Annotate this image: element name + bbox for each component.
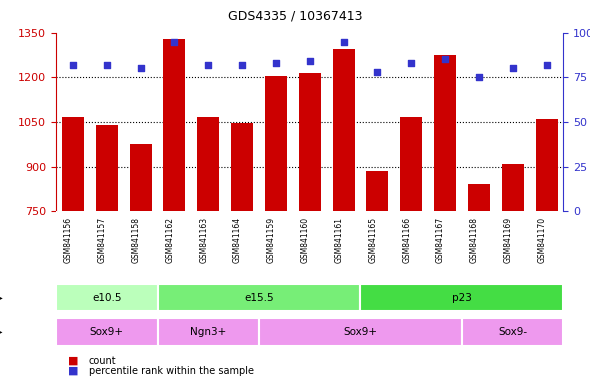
Point — [542, 62, 551, 68]
Bar — [462, 318, 563, 346]
Text: Sox9-: Sox9- — [498, 327, 527, 337]
Point — [373, 69, 382, 75]
Point — [68, 62, 78, 68]
Text: GSM841160: GSM841160 — [301, 217, 310, 263]
Text: GSM841164: GSM841164 — [233, 217, 242, 263]
Bar — [259, 318, 462, 346]
Bar — [366, 171, 388, 211]
Text: GSM841162: GSM841162 — [165, 217, 175, 263]
Text: count: count — [88, 356, 116, 366]
Bar — [56, 284, 158, 311]
Text: ■: ■ — [68, 366, 78, 376]
Text: p23: p23 — [452, 293, 472, 303]
Bar — [158, 318, 259, 346]
Text: GSM841159: GSM841159 — [267, 217, 276, 263]
Text: GSM841163: GSM841163 — [199, 217, 208, 263]
Point — [237, 62, 247, 68]
Text: e15.5: e15.5 — [244, 293, 274, 303]
Text: Sox9+: Sox9+ — [90, 327, 124, 337]
Bar — [62, 118, 84, 211]
Text: GSM841169: GSM841169 — [504, 217, 513, 263]
Bar — [56, 318, 158, 346]
Bar — [502, 164, 524, 211]
Text: GSM841166: GSM841166 — [402, 217, 411, 263]
Text: GSM841168: GSM841168 — [470, 217, 479, 263]
Point — [136, 65, 145, 71]
Bar — [536, 119, 558, 211]
Text: e10.5: e10.5 — [92, 293, 122, 303]
Point — [204, 62, 213, 68]
Text: GSM841161: GSM841161 — [335, 217, 343, 263]
Point — [508, 65, 517, 71]
Bar — [158, 284, 360, 311]
Bar — [434, 55, 456, 211]
Bar — [468, 184, 490, 211]
Point — [440, 56, 450, 63]
Bar — [333, 49, 355, 211]
Bar — [96, 125, 118, 211]
Text: Ngn3+: Ngn3+ — [190, 327, 227, 337]
Bar — [360, 284, 563, 311]
Point — [407, 60, 416, 66]
Text: GDS4335 / 10367413: GDS4335 / 10367413 — [228, 10, 362, 23]
Point — [102, 62, 112, 68]
Bar — [130, 144, 152, 211]
Text: age ▶: age ▶ — [0, 293, 3, 303]
Bar — [299, 73, 321, 211]
Bar — [400, 118, 422, 211]
Text: GSM841170: GSM841170 — [537, 217, 546, 263]
Bar — [265, 76, 287, 211]
Text: GSM841167: GSM841167 — [436, 217, 445, 263]
Text: GSM841157: GSM841157 — [98, 217, 107, 263]
Bar — [163, 39, 185, 211]
Text: GSM841158: GSM841158 — [132, 217, 140, 263]
Point — [170, 38, 179, 45]
Point — [339, 38, 348, 45]
Bar — [231, 123, 253, 211]
Text: percentile rank within the sample: percentile rank within the sample — [88, 366, 254, 376]
Text: Sox9+: Sox9+ — [343, 327, 378, 337]
Point — [271, 60, 281, 66]
Text: ■: ■ — [68, 356, 78, 366]
Point — [305, 58, 314, 64]
Text: GSM841165: GSM841165 — [368, 217, 378, 263]
Bar — [197, 118, 219, 211]
Point — [474, 74, 484, 80]
Text: GSM841156: GSM841156 — [64, 217, 73, 263]
Text: cell type ▶: cell type ▶ — [0, 327, 3, 337]
